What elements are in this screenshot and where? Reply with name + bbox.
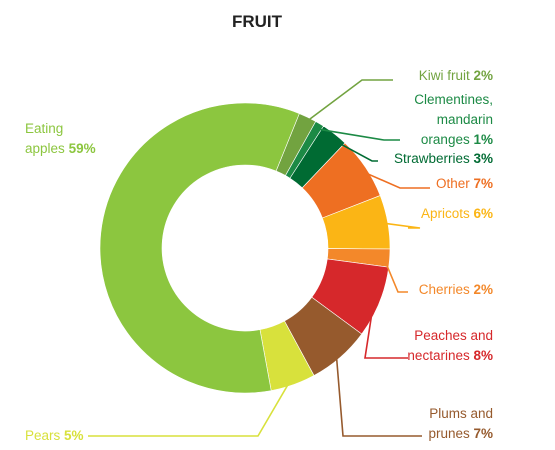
slice-value-kiwi: 2% bbox=[473, 68, 493, 83]
slice-label-plums: Plums and prunes 7% bbox=[428, 406, 493, 441]
slice-value-apples: 59% bbox=[69, 141, 96, 156]
slice-apples bbox=[99, 102, 300, 394]
leader-line-pears bbox=[88, 378, 292, 437]
slice-label-line: prunes 7% bbox=[428, 426, 493, 441]
slice-labels: Kiwi fruit 2% Clementines, mandarin oranges… bbox=[25, 68, 493, 443]
leader-line-clementines bbox=[316, 128, 400, 141]
slice-label-line: nectarines 8% bbox=[407, 348, 493, 363]
slice-label-line: Eating bbox=[25, 121, 63, 136]
leader-line-peaches bbox=[364, 299, 408, 359]
slice-value-strawberries: 3% bbox=[473, 151, 493, 166]
slice-label-peaches: Peaches and nectarines 8% bbox=[407, 328, 493, 363]
leader-line-other bbox=[360, 169, 430, 189]
slice-label-line: Pears 5% bbox=[25, 428, 84, 443]
slice-value-pears: 5% bbox=[64, 428, 84, 443]
slice-label-cherries: Cherries 2% bbox=[419, 282, 493, 297]
leader-line-kiwi bbox=[304, 79, 393, 124]
leader-line-cherries bbox=[382, 257, 408, 293]
slice-label-line: Peaches and bbox=[414, 328, 493, 343]
slice-label-line: apples 59% bbox=[25, 141, 96, 156]
slice-label-line: Cherries 2% bbox=[419, 282, 493, 297]
donut-slices bbox=[99, 102, 391, 394]
slice-value-apricots: 6% bbox=[473, 206, 493, 221]
slice-label-strawberries: Strawberries 3% bbox=[394, 151, 493, 166]
slice-label-line: oranges 1% bbox=[421, 132, 493, 147]
slice-label-other: Other 7% bbox=[436, 176, 493, 191]
slice-label-apricots: Apricots 6% bbox=[421, 206, 493, 221]
slice-label-line: Other 7% bbox=[436, 176, 493, 191]
slice-label-line: Clementines, bbox=[414, 92, 493, 107]
slice-value-peaches: 8% bbox=[473, 348, 493, 363]
slice-value-other: 7% bbox=[473, 176, 493, 191]
slice-label-clementines: Clementines, mandarin oranges 1% bbox=[414, 92, 493, 147]
slice-value-clementines: 1% bbox=[473, 132, 493, 147]
slice-label-line: Plums and bbox=[429, 406, 493, 421]
slice-label-pears: Pears 5% bbox=[25, 428, 84, 443]
slice-value-cherries: 2% bbox=[473, 282, 493, 297]
slice-label-line: Apricots 6% bbox=[421, 206, 493, 221]
chart-title: FRUIT bbox=[232, 12, 283, 31]
slice-label-apples: Eating apples 59% bbox=[25, 121, 96, 156]
leader-line-strawberries bbox=[330, 138, 378, 162]
leader-lines bbox=[88, 79, 430, 437]
slice-label-line: mandarin bbox=[437, 112, 493, 127]
slice-value-plums: 7% bbox=[473, 426, 493, 441]
slice-label-line: Kiwi fruit 2% bbox=[419, 68, 493, 83]
slice-label-kiwi: Kiwi fruit 2% bbox=[419, 68, 493, 83]
leader-line-plums bbox=[335, 352, 422, 437]
slice-label-line: Strawberries 3% bbox=[394, 151, 493, 166]
leader-line-apricots bbox=[381, 222, 421, 229]
